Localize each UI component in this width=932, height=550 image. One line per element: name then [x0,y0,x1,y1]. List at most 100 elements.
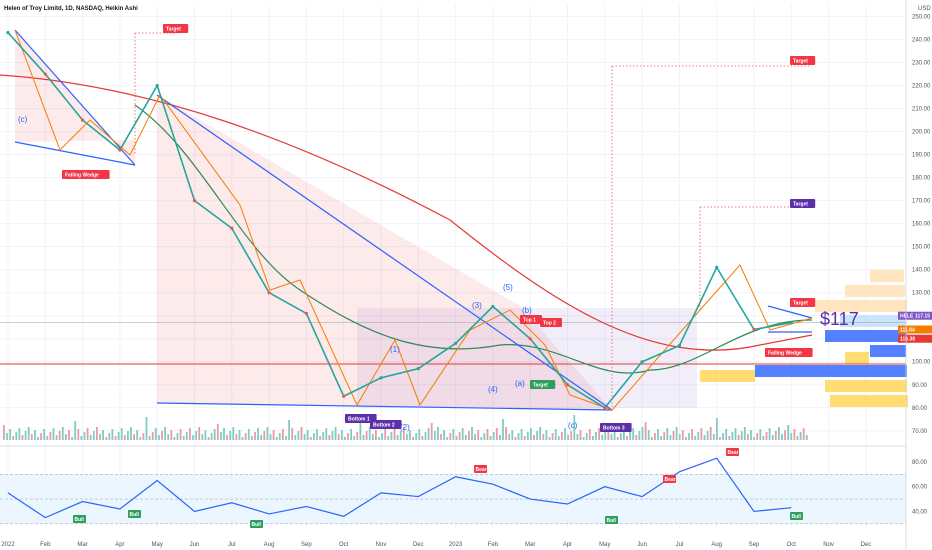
volume-profile-bar [845,285,905,297]
pattern-label-box [345,414,377,423]
x-tick-label: Feb [40,542,51,548]
volume-bar [108,433,111,440]
rsi-signal: Bear [474,465,487,473]
rsi-signal-text: Bull [252,522,262,528]
volume-bar [235,434,238,440]
volume-bar [446,437,449,440]
volume-bar [340,430,343,440]
price-tick-label: 240.00 [912,38,931,44]
volume-bar [557,436,560,440]
pattern-label-box [600,423,632,432]
volume-bar [365,431,368,440]
volume-bar [393,428,396,440]
volume-bar [672,431,675,440]
volume-bar [691,429,693,440]
pattern-label: Bottom 1 [345,414,377,423]
volume-bar [313,433,315,440]
volume-bar [523,436,526,440]
volume-bar [145,417,148,440]
trendline [767,305,813,319]
volume-bar [737,435,740,440]
pattern-label-text: Target [793,59,808,65]
volume-profile-bar [825,330,907,342]
volume-bar [654,433,656,440]
volume-bar [269,434,272,440]
volume-bar [592,436,594,440]
volume-bar [322,432,325,440]
volume-bar [598,428,600,440]
pattern-label-text: Target [166,27,181,33]
volume-bar [415,433,418,440]
price-point [267,291,271,295]
rsi-signal: Bear [726,448,739,456]
pattern-label-text: Bottom 1 [348,417,370,423]
price-point [565,383,570,387]
volume-profile-bar [700,370,755,382]
x-tick-label: Jul [228,542,236,548]
volume-bar [790,433,793,440]
volume-bar [427,428,430,440]
volume-bar [102,430,104,440]
volume-bar [24,431,27,440]
volume-bar [272,430,275,440]
x-tick-label: Sep [749,542,760,548]
volume-bar [34,430,36,440]
wave-label: (a) [515,379,525,388]
volume-bar [52,428,55,440]
volume-bar [703,435,706,440]
volume-profile-bar [815,300,907,312]
price-point [342,394,346,398]
pattern-label: Target [163,24,189,33]
price-point [416,367,420,371]
volume-bar [6,433,8,440]
pattern-label-box [530,380,556,389]
volume-bar [350,429,352,440]
price-badge-text: HELE [900,314,914,320]
volume-bar [68,430,70,440]
price-point [192,199,197,203]
volume-bar [443,430,445,440]
volume-bar [117,432,120,440]
volume-bar [728,436,731,440]
volume-bar [241,437,244,440]
volume-bar [46,436,49,440]
rsi-signal: Bull [73,515,86,523]
volume-bar [263,431,266,440]
x-tick-label: Jul [676,542,684,548]
x-tick-label: Jun [190,542,200,548]
pattern-label: Falling Wedge [62,170,110,179]
volume-bar [567,435,569,440]
volume-bar [725,429,728,440]
pattern-label-box [62,170,110,179]
x-tick-label: Sep [301,542,312,548]
volume-profile-bar [840,315,906,327]
volume-bar [331,431,334,440]
volume-bar [756,433,759,440]
price-point [603,406,607,410]
volume-bar [743,427,746,440]
volume-bar [158,435,160,440]
volume-bar [43,429,46,440]
price-tick-label: 250.00 [912,15,931,21]
pattern-label-box [790,56,816,65]
volume-bar [204,430,207,440]
pattern-label: Target [530,380,556,389]
volume-bar [173,437,176,440]
volume-bar [681,430,684,440]
price-badge-text: 111.84 [900,328,915,334]
volume-bar [483,433,486,440]
pattern-label-box [765,348,813,357]
volume-bar [396,435,399,440]
price-point [155,83,159,88]
volume-bar [489,436,492,440]
volume-bar [384,429,387,440]
rsi-tick-label: 80.00 [912,460,928,466]
volume-bar [551,433,554,440]
price-badge [898,334,932,343]
volume-bar [325,428,328,440]
price-badge-text: 116.38 [900,337,915,343]
volume-bar [675,427,678,440]
volume-bar [179,429,182,440]
